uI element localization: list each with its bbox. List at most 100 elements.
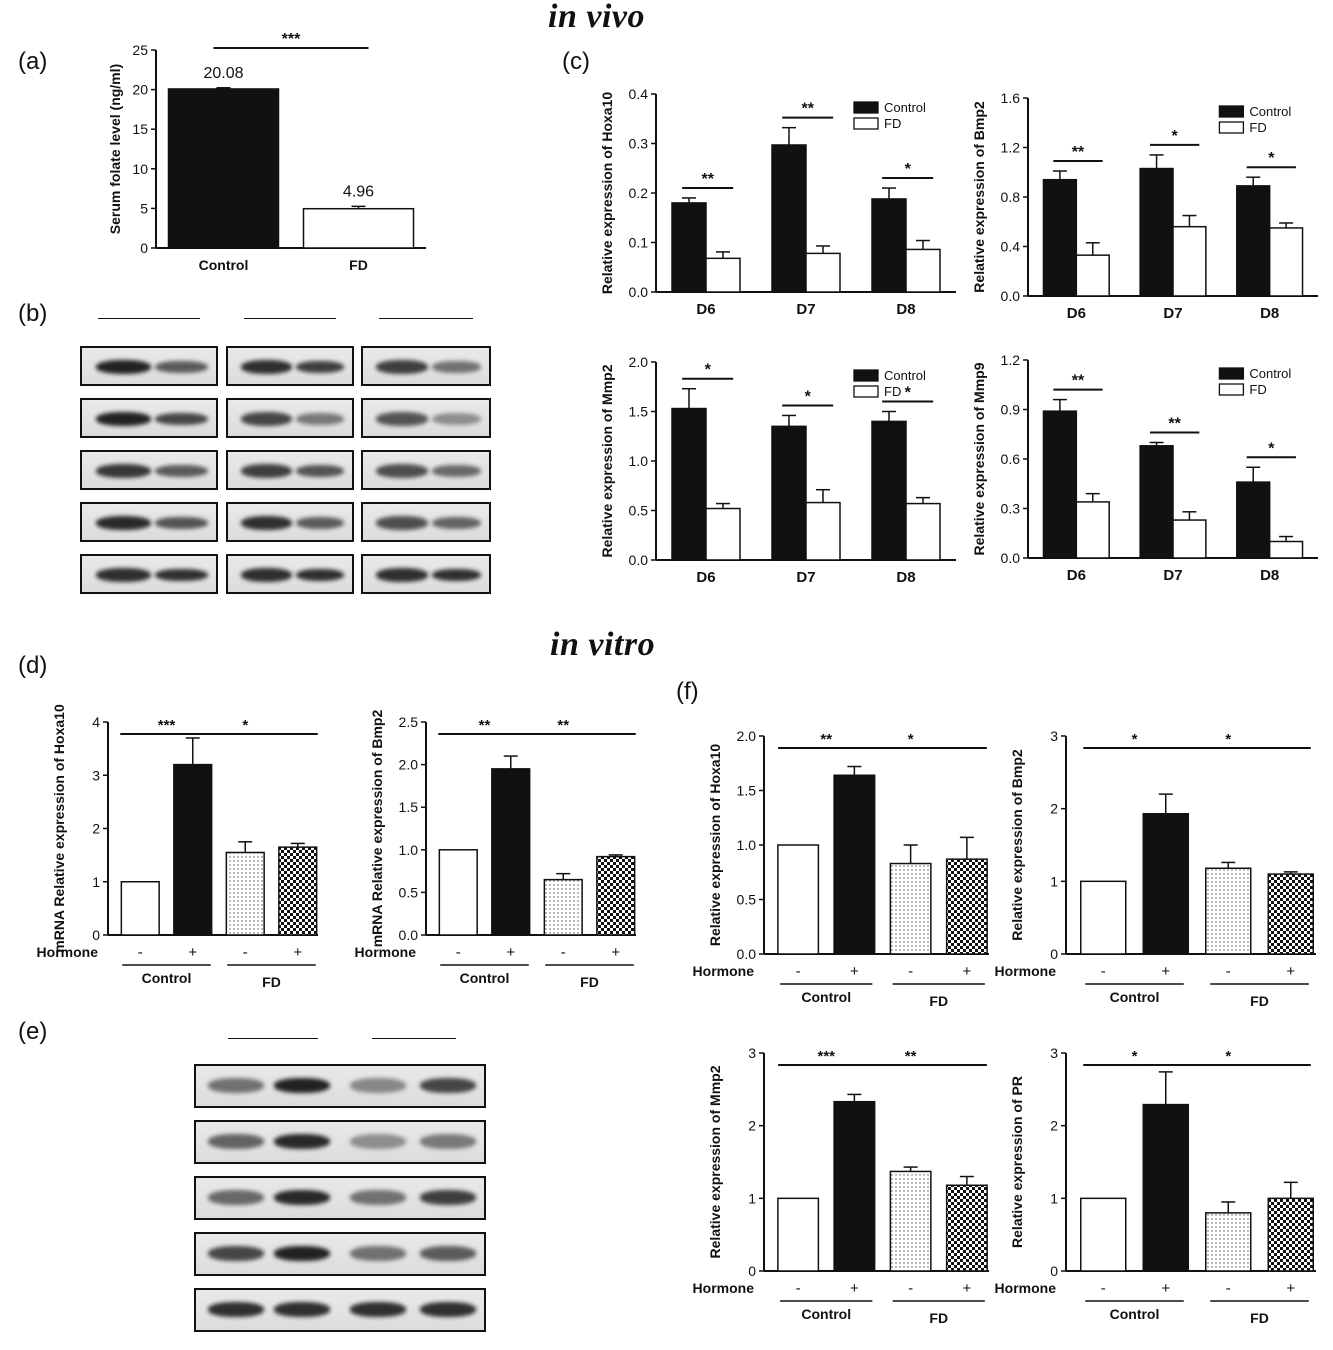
chart-a-serum-folate: 0 5 10 15 20 25 Serum folate level (ng/ml) 20.0… xyxy=(107,31,426,273)
y-tick-label: 2.0 xyxy=(629,354,649,370)
hormone-row-label: Hormone xyxy=(995,1280,1057,1296)
bar-2 xyxy=(889,1170,932,1272)
hormone-row-label: Hormone xyxy=(995,963,1057,979)
bar-1 xyxy=(833,1100,876,1272)
hormone-sign: - xyxy=(456,944,461,961)
protein-band xyxy=(274,1077,330,1093)
chart-d1-hoxa10-mrna: 0 1 2 3 4 mRNA Relative expression of Hoxa10 -… xyxy=(37,704,318,990)
hormone-sign: + xyxy=(962,1280,971,1297)
panel-label-a: (a) xyxy=(18,48,48,75)
y-axis-label: Relative expression of Hoxa10 xyxy=(599,92,615,295)
significance-label: * xyxy=(805,388,812,405)
bar-3 xyxy=(945,858,988,955)
bar-control-d7 xyxy=(771,144,807,293)
hormone-sign: - xyxy=(1101,1280,1106,1297)
y-tick-label: 2.0 xyxy=(737,728,757,744)
y-tick-label: 0.5 xyxy=(399,884,419,900)
protein-band xyxy=(95,412,151,426)
protein-band xyxy=(295,413,345,425)
protein-band xyxy=(95,464,151,478)
hormone-row-label: Hormone xyxy=(693,963,755,979)
significance-label: * xyxy=(705,362,712,379)
y-tick-label: 4 xyxy=(92,714,100,730)
significance-label: * xyxy=(1268,440,1275,457)
hormone-sign: - xyxy=(138,944,143,961)
chart-c1-hoxa10: 0.0 0.1 0.2 0.3 0.4 Relative expression of Ho… xyxy=(599,86,956,318)
bar-control-d6 xyxy=(671,202,707,293)
bar-3 xyxy=(1267,873,1314,955)
hormone-sign: - xyxy=(1226,963,1231,980)
protein-band xyxy=(350,1301,406,1317)
blot-strip xyxy=(80,398,218,438)
blot-strip xyxy=(226,398,354,438)
hormone-sign: + xyxy=(1161,963,1170,980)
day-underline xyxy=(244,318,336,319)
chart-c4-mmp9: 0.0 0.3 0.6 0.9 1.2 Relative expression of Mm… xyxy=(971,352,1318,584)
protein-band xyxy=(431,361,482,373)
y-tick-label: 2.5 xyxy=(399,714,419,730)
y-tick-label: 1.0 xyxy=(629,453,649,469)
legend-swatch-control xyxy=(1218,105,1245,118)
protein-band xyxy=(431,465,482,477)
bar-1 xyxy=(833,774,876,955)
y-tick-label: 0.0 xyxy=(399,927,419,943)
in-vitro-title: in vitro xyxy=(550,626,656,663)
y-tick-label: 1 xyxy=(1050,873,1058,889)
x-tick-label: D6 xyxy=(1067,567,1086,584)
bar-0 xyxy=(777,1197,820,1272)
legend-label: Control xyxy=(1249,366,1291,381)
legend-label: FD xyxy=(1249,382,1266,397)
y-tick-label: 2 xyxy=(1050,1118,1058,1134)
blot-strip xyxy=(80,450,218,490)
protein-band xyxy=(420,1301,476,1317)
bar-control-d8 xyxy=(1236,481,1271,559)
protein-band xyxy=(274,1133,330,1149)
protein-band xyxy=(376,464,428,478)
bar-control-d8 xyxy=(871,420,907,561)
y-axis-label: Relative expression of Hoxa10 xyxy=(707,744,723,947)
protein-band xyxy=(155,569,208,581)
protein-band xyxy=(208,1301,264,1317)
bar-1 xyxy=(173,763,213,936)
blot-strip xyxy=(194,1232,486,1276)
protein-band xyxy=(295,517,345,529)
panel-label-b: (b) xyxy=(18,300,48,327)
blot-strip xyxy=(361,450,491,490)
hormone-row-label: Hormone xyxy=(37,944,99,960)
protein-band xyxy=(208,1133,264,1149)
y-tick-label: 15 xyxy=(132,121,148,137)
bar-fd-d7 xyxy=(1172,519,1207,559)
bar-0 xyxy=(1080,1197,1127,1272)
hormone-row-label: Hormone xyxy=(355,944,417,960)
y-tick-label: 1.2 xyxy=(1001,352,1021,368)
legend-label: FD xyxy=(1249,120,1266,135)
bar-2 xyxy=(889,862,932,955)
y-tick-label: 0 xyxy=(1050,1263,1058,1279)
blot-strip xyxy=(80,554,218,594)
protein-band xyxy=(274,1301,330,1317)
y-axis-label: Relative expression of Bmp2 xyxy=(971,101,987,293)
bar-control-d8 xyxy=(1236,185,1271,297)
y-tick-label: 0 xyxy=(140,240,148,256)
day-underline xyxy=(379,318,473,319)
significance-label: * xyxy=(1268,150,1275,167)
chart-d2-bmp2-mrna: 0.0 0.5 1.0 1.5 2.0 2.5 mRNA Relative expressi… xyxy=(355,710,636,990)
bar-control-d7 xyxy=(771,425,807,561)
blot-strip xyxy=(361,554,491,594)
y-tick-label: 2 xyxy=(748,1118,756,1134)
protein-band xyxy=(274,1245,330,1261)
group-label: Control xyxy=(460,970,510,986)
protein-band xyxy=(350,1189,406,1205)
y-tick-label: 1 xyxy=(748,1190,756,1206)
chart-f4-pr: 0 1 2 3 Relative expression of PR - + - + Hormone… xyxy=(995,1045,1316,1326)
hormone-sign: + xyxy=(962,963,971,980)
y-tick-label: 1.6 xyxy=(1001,90,1021,106)
group-label: Control xyxy=(1110,1306,1160,1322)
blot-strip xyxy=(194,1176,486,1220)
bar-fd-d6 xyxy=(705,507,741,561)
panel-label-f: (f) xyxy=(676,678,699,705)
bar-1 xyxy=(1142,1103,1189,1272)
blot-strip xyxy=(361,346,491,386)
hormone-sign: + xyxy=(293,944,302,961)
y-axis-label: Relative expression of Mmp2 xyxy=(599,364,615,557)
